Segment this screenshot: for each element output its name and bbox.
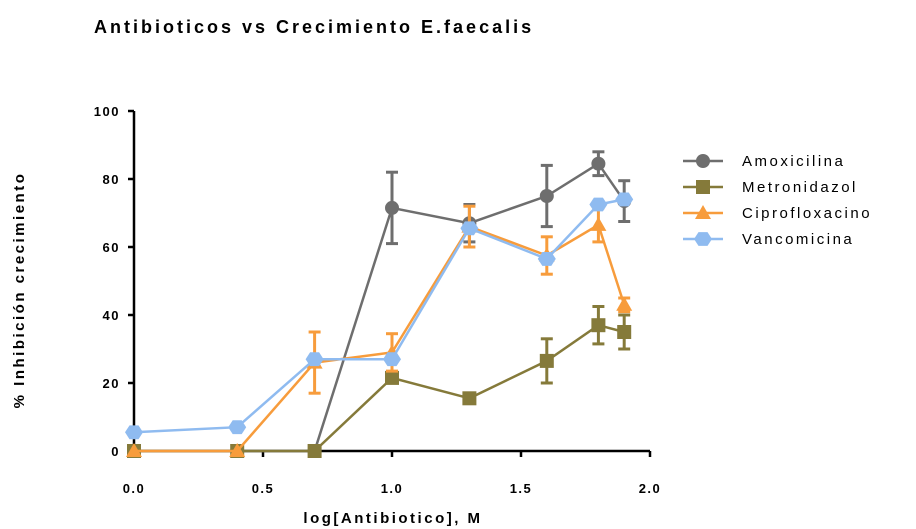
data-point-ciprofloxacino (229, 443, 246, 457)
data-point-ciprofloxacino (590, 216, 607, 231)
legend-item-metronidazol: Metronidazol (683, 179, 858, 196)
legend: Amoxicilina Metronidazol Ciprofloxacino Van… (683, 153, 872, 248)
data-point-vancomicina (228, 420, 247, 435)
x-tick-label: 1.5 (510, 481, 533, 496)
legend-marker-vancomicina (694, 232, 712, 246)
x-tick-label: 1.0 (381, 481, 404, 496)
x-axis-label: log[Antibiotico], M (303, 510, 482, 527)
series-line-vancomicina (133, 198, 625, 434)
data-point-vancomicina (125, 425, 143, 440)
x-tick-label: 0.5 (252, 481, 275, 496)
series-ciprofloxacino (126, 204, 633, 457)
series-amoxicilina (127, 150, 632, 458)
series-vancomicina (125, 192, 634, 440)
data-point-vancomicina (383, 352, 401, 367)
series-line-ciprofloxacino (134, 223, 626, 453)
series-layer (125, 150, 634, 458)
legend-item-vancomicina: Vancomicina (683, 231, 854, 248)
y-tick-label: 100 (94, 104, 120, 119)
data-point-ciprofloxacino (126, 443, 142, 457)
legend-item-ciprofloxacino: Ciprofloxacino (683, 205, 872, 222)
data-point-vancomicina (460, 221, 479, 236)
chart-title: Antibioticos vs Crecimiento E.faecalis (94, 17, 534, 37)
data-point-vancomicina (537, 251, 556, 266)
data-point-metronidazol (307, 444, 322, 458)
y-tick-label: 60 (103, 240, 120, 255)
y-tick-label: 20 (103, 376, 120, 391)
data-point-vancomicina (615, 192, 634, 207)
data-point-amoxicilina (591, 156, 606, 171)
data-point-amoxicilina (385, 200, 399, 215)
axis-ticks: 0.0 0.5 1.0 1.5 2.0 0 20 40 60 80 100 (94, 104, 662, 496)
data-point-metronidazol (385, 370, 399, 385)
legend-label: Metronidazol (742, 179, 858, 196)
data-point-metronidazol (539, 353, 554, 368)
legend-marker-amoxicilina (696, 154, 710, 168)
legend-marker-ciprofloxacino (695, 205, 711, 219)
legend-label: Vancomicina (742, 231, 854, 248)
data-point-vancomicina (305, 352, 324, 367)
data-point-vancomicina (589, 197, 608, 212)
legend-label: Ciprofloxacino (742, 205, 872, 222)
data-point-metronidazol (591, 318, 606, 333)
legend-label: Amoxicilina (742, 153, 845, 170)
data-point-amoxicilina (539, 189, 554, 203)
data-point-metronidazol (462, 391, 477, 406)
y-tick-label: 0 (111, 444, 120, 459)
legend-marker-metronidazol (696, 180, 710, 194)
series-metronidazol (127, 305, 632, 458)
y-axis-label: % Inhibición crecimiento (11, 172, 28, 409)
series-line-amoxicilina (134, 162, 626, 453)
x-tick-label: 0.0 (123, 481, 146, 496)
y-tick-label: 80 (103, 172, 120, 187)
x-tick-label: 2.0 (639, 481, 662, 496)
series-line-metronidazol (134, 323, 625, 453)
y-tick-label: 40 (103, 308, 120, 323)
data-point-ciprofloxacino (616, 296, 633, 311)
data-point-metronidazol (617, 325, 632, 339)
legend-item-amoxicilina: Amoxicilina (683, 153, 845, 170)
